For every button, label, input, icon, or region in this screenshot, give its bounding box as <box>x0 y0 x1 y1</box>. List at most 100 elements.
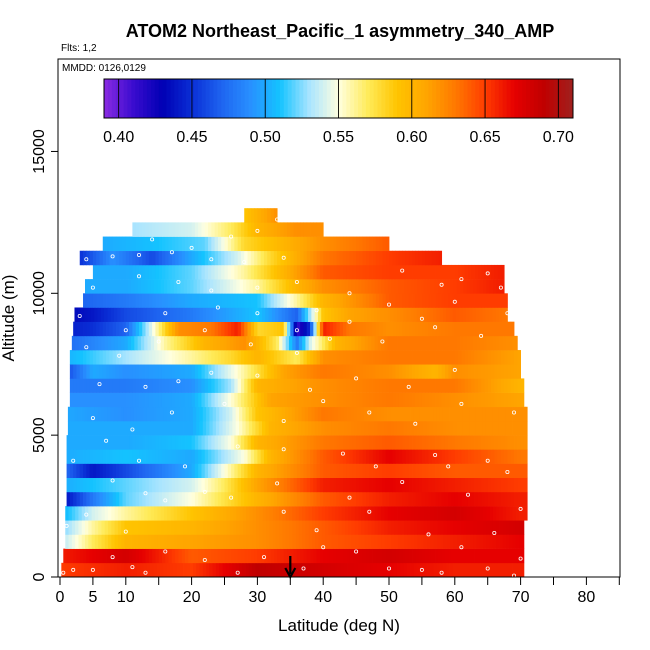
heatmap-cell <box>291 307 296 322</box>
heatmap-cell <box>290 364 294 379</box>
heatmap-cell <box>198 491 202 507</box>
heatmap-cell <box>358 279 362 294</box>
heatmap-cell <box>175 548 179 564</box>
heatmap-cell <box>350 420 355 436</box>
heatmap-cell <box>514 435 518 450</box>
heatmap-cell <box>140 534 145 549</box>
sample-point <box>117 353 122 358</box>
heatmap-cell <box>109 250 114 266</box>
heatmap-cell <box>467 392 472 408</box>
heatmap-cell <box>362 435 367 450</box>
heatmap-cell <box>104 420 108 436</box>
heatmap-cell <box>456 506 461 521</box>
heatmap-cell <box>298 335 303 351</box>
heatmap-cell <box>351 335 356 351</box>
heatmap-cell <box>210 335 214 351</box>
heatmap-cell <box>96 350 100 365</box>
heatmap-cell <box>176 562 181 578</box>
colorbar-swatch <box>447 79 453 118</box>
heatmap-cell <box>372 463 377 479</box>
heatmap-cell <box>318 520 323 535</box>
heatmap-cell <box>387 335 392 351</box>
heatmap-cell <box>431 350 436 365</box>
heatmap-cell <box>153 562 158 578</box>
heatmap-cell <box>287 392 291 408</box>
heatmap-cell <box>86 435 91 450</box>
heatmap-cell <box>109 392 114 408</box>
y-tick-label: 15000 <box>31 129 48 174</box>
heatmap-cell <box>413 420 418 436</box>
heatmap-cell <box>357 307 362 322</box>
heatmap-cell <box>90 420 95 436</box>
heatmap-cell <box>240 378 245 393</box>
heatmap-cell <box>211 321 216 337</box>
heatmap-cell <box>226 506 231 521</box>
heatmap-cell <box>458 392 462 408</box>
heatmap-cell <box>194 364 199 379</box>
heatmap-cell <box>427 534 431 549</box>
heatmap-cell <box>469 420 473 436</box>
heatmap-cell <box>215 406 220 422</box>
heatmap-cell <box>334 307 339 322</box>
heatmap-cell <box>375 293 380 308</box>
heatmap-cell <box>437 520 441 535</box>
colorbar-swatch <box>526 79 531 118</box>
heatmap-cell <box>98 534 102 549</box>
heatmap-cell <box>484 548 489 564</box>
heatmap-cell <box>214 222 219 237</box>
heatmap-cell <box>277 435 281 450</box>
heatmap-cell <box>346 250 350 266</box>
heatmap-cell <box>308 520 313 535</box>
sample-point <box>182 464 187 469</box>
heatmap-cell <box>142 222 146 237</box>
heatmap-cell <box>145 350 150 365</box>
heatmap-cell <box>360 307 365 322</box>
heatmap-cell <box>283 264 288 280</box>
heatmap-cell <box>117 406 121 422</box>
heatmap-cell <box>487 264 492 280</box>
heatmap-cell <box>300 250 304 266</box>
heatmap-cell <box>152 435 156 450</box>
heatmap-cell <box>502 520 507 535</box>
heatmap-cell <box>281 420 286 436</box>
heatmap-cell <box>137 335 142 351</box>
heatmap-cell <box>206 406 210 422</box>
heatmap-cell <box>487 548 492 564</box>
heatmap-cell <box>454 321 459 337</box>
heatmap-cell <box>186 562 191 578</box>
heatmap-cell <box>170 534 175 549</box>
heatmap-cell <box>425 548 429 564</box>
heatmap-cell <box>374 506 379 521</box>
heatmap-cell <box>454 463 459 479</box>
heatmap-cell <box>76 378 81 393</box>
heatmap-cell <box>96 491 100 507</box>
heatmap-cell <box>271 307 276 322</box>
heatmap-cell <box>318 279 323 294</box>
sample-point <box>433 325 438 330</box>
heatmap-cell <box>246 506 250 521</box>
heatmap-cell <box>288 335 293 351</box>
heatmap-cell <box>115 449 120 464</box>
colorbar-swatch <box>158 79 164 118</box>
heatmap-cell <box>369 293 373 308</box>
heatmap-cell <box>329 463 334 479</box>
heatmap-cell <box>117 534 122 549</box>
heatmap-cell <box>119 435 123 450</box>
heatmap-cell <box>342 236 347 252</box>
heatmap-cell <box>500 321 505 337</box>
heatmap-cell <box>291 406 296 422</box>
heatmap-cell <box>412 364 416 379</box>
heatmap-cell <box>507 463 512 479</box>
heatmap-cell <box>208 264 212 280</box>
heatmap-cell <box>277 321 281 337</box>
heatmap-cell <box>257 548 262 564</box>
heatmap-cell <box>89 435 94 450</box>
heatmap-cell <box>294 307 299 322</box>
heatmap-cell <box>239 506 244 521</box>
heatmap-cell <box>483 279 487 294</box>
heatmap-cell <box>431 449 436 464</box>
heatmap-cell <box>402 264 406 280</box>
heatmap-cell <box>487 378 492 393</box>
heatmap-cell <box>83 491 87 507</box>
heatmap-cell <box>359 321 364 337</box>
